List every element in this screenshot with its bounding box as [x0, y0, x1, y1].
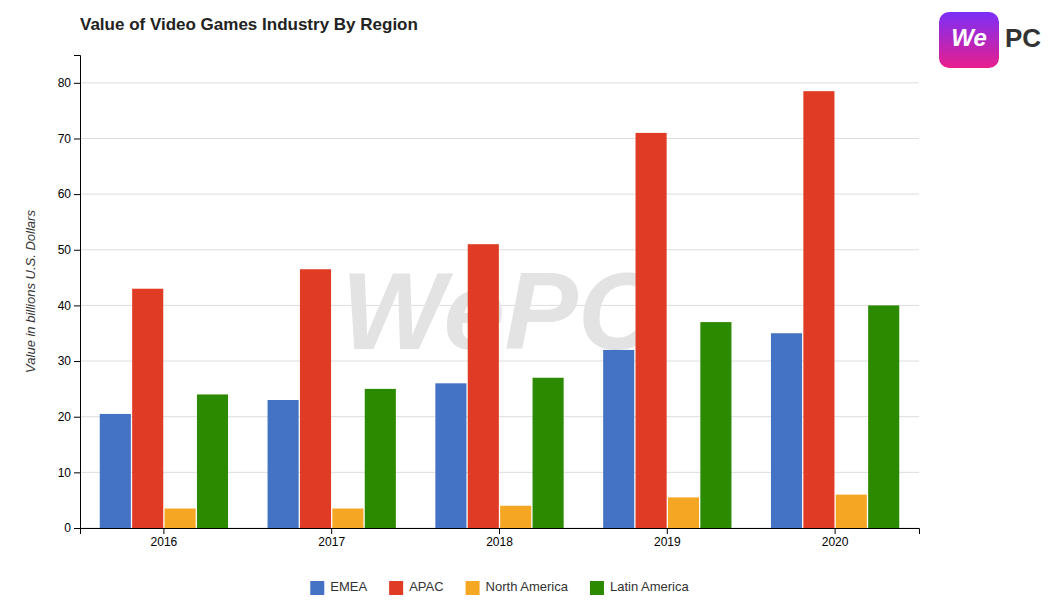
tick-label: 10 — [58, 466, 72, 480]
grid-line — [80, 138, 919, 139]
tick-mark — [331, 528, 332, 534]
bar — [636, 133, 667, 528]
axis-line — [74, 56, 81, 529]
grid-line — [80, 194, 919, 195]
tick-mark — [74, 417, 80, 418]
tick-label: 70 — [58, 132, 72, 146]
tick-mark — [74, 528, 80, 529]
bar — [836, 495, 867, 528]
grid-line — [80, 82, 919, 83]
tick: 60 — [58, 187, 80, 201]
tick: 10 — [58, 466, 80, 480]
tick-mark — [74, 250, 80, 251]
bar — [268, 400, 299, 528]
tick-mark — [667, 528, 668, 534]
chart: We PC 0 10 20 30 40 50 60 70 80 2016 2017 2018 2019 202… — [0, 0, 1064, 613]
legend-item: APAC — [389, 579, 443, 595]
tick-mark — [74, 83, 80, 84]
tick-label: 2020 — [822, 535, 849, 549]
tick: 20 — [58, 410, 80, 424]
tick-label: 2017 — [318, 535, 345, 549]
tick-label: 40 — [58, 299, 72, 313]
legend-item: North America — [466, 579, 569, 595]
legend-swatch — [590, 581, 604, 595]
bar — [365, 389, 396, 528]
tick: 2019 — [654, 528, 681, 549]
legend-label: APAC — [409, 579, 443, 594]
bar — [197, 394, 228, 528]
legend-label: North America — [486, 579, 569, 594]
tick-mark — [74, 138, 80, 139]
tick-label: 2016 — [151, 535, 178, 549]
tick-label: 2019 — [654, 535, 681, 549]
tick: 30 — [58, 354, 80, 368]
tick: 50 — [58, 243, 80, 257]
legend-item: Latin America — [590, 579, 690, 595]
bar-series — [197, 305, 899, 528]
bar — [533, 378, 564, 528]
legend-label: EMEA — [330, 579, 367, 594]
bar — [332, 509, 363, 528]
tick-label: 60 — [58, 187, 72, 201]
bar — [603, 350, 634, 528]
tick: 2017 — [318, 528, 345, 549]
bar — [100, 414, 131, 528]
bars — [100, 91, 899, 528]
bar — [468, 244, 499, 528]
logo: We PC — [939, 12, 1041, 68]
title: Value of Video Games Industry By Region — [80, 15, 418, 34]
bar — [435, 383, 466, 528]
axis-line — [81, 529, 920, 535]
bar-series — [100, 333, 802, 528]
y-axis: 0 10 20 30 40 50 60 70 80 — [58, 56, 81, 536]
tick-mark — [499, 528, 500, 534]
tick: 2016 — [151, 528, 178, 549]
bar — [803, 91, 834, 528]
bar — [771, 333, 802, 528]
bar — [165, 509, 196, 528]
bar — [700, 322, 731, 528]
tick-label: 50 — [58, 243, 72, 257]
tick: 2018 — [486, 528, 513, 549]
legend-swatch — [310, 581, 324, 595]
bar-series — [165, 495, 867, 528]
tick: 40 — [58, 299, 80, 313]
logo-box — [939, 12, 999, 68]
tick-mark — [163, 528, 164, 534]
tick: 70 — [58, 132, 80, 146]
legend-item: EMEA — [310, 579, 367, 595]
tick-mark — [74, 361, 80, 362]
tick-mark — [74, 305, 80, 306]
legend: EMEA APAC North America Latin America — [310, 579, 689, 595]
bar — [868, 305, 899, 528]
legend-swatch — [389, 581, 403, 595]
bar — [132, 289, 163, 528]
tick: 0 — [64, 521, 80, 535]
tick-mark — [835, 528, 836, 534]
x-axis: 2016 2017 2018 2019 2020 — [81, 528, 920, 549]
bar — [300, 269, 331, 528]
tick-mark — [74, 472, 80, 473]
tick-label: 20 — [58, 410, 72, 424]
logo-text: We — [951, 24, 987, 51]
tick-mark — [74, 194, 80, 195]
logo-text: PC — [1005, 23, 1041, 53]
tick-label: 0 — [64, 521, 71, 535]
bar — [668, 497, 699, 528]
tick: 80 — [58, 76, 80, 90]
tick-label: 30 — [58, 354, 72, 368]
legend-swatch — [466, 581, 480, 595]
tick-label: 2018 — [486, 535, 513, 549]
grid — [80, 83, 919, 528]
y-axis-title: Value in billions U.S. Dollars — [23, 210, 38, 373]
tick: 2020 — [822, 528, 849, 549]
plot: WePC010203040506070802016201720182019202… — [58, 56, 920, 549]
bar-series — [132, 91, 834, 528]
legend-label: Latin America — [610, 579, 690, 594]
bar — [500, 506, 531, 528]
tick-label: 80 — [58, 76, 72, 90]
